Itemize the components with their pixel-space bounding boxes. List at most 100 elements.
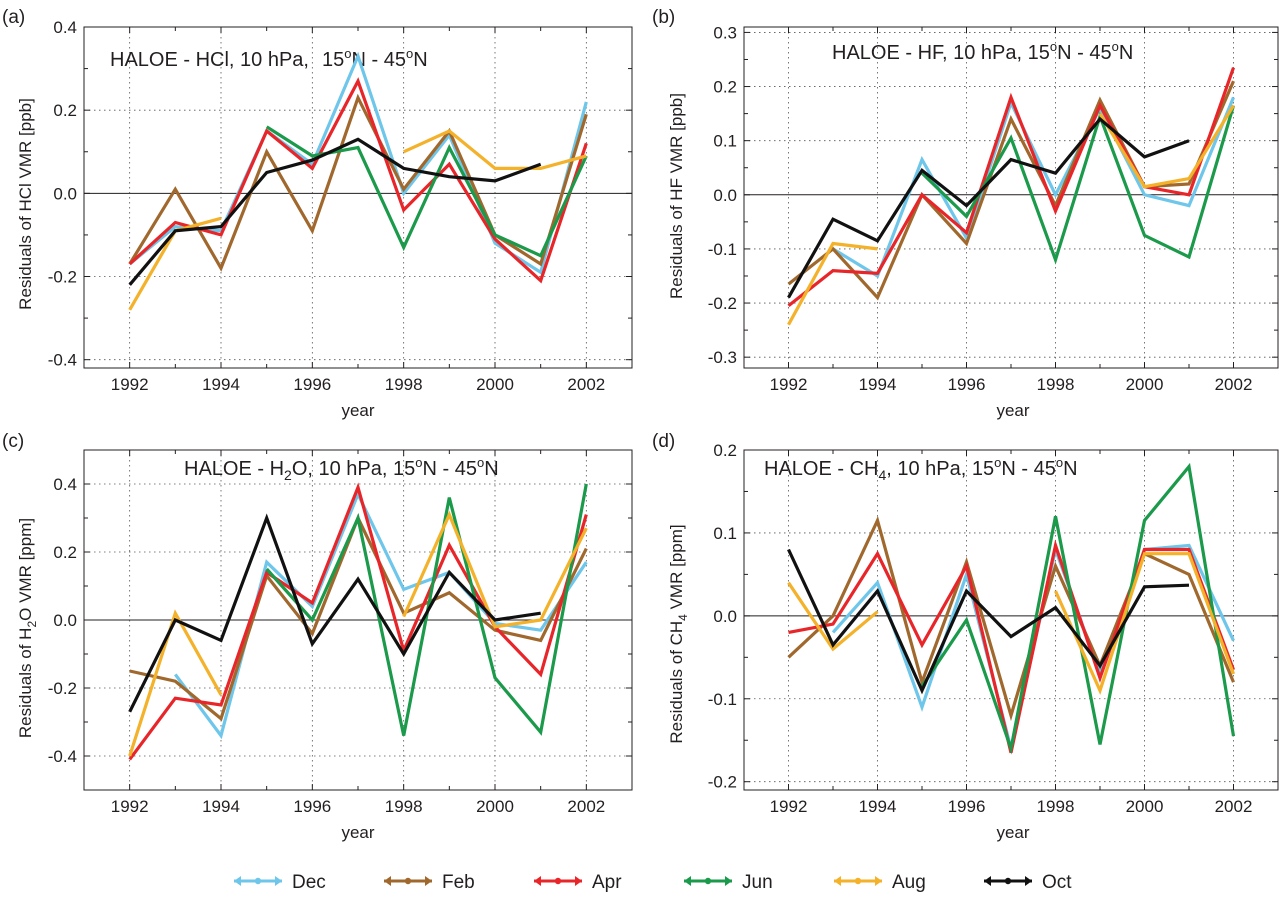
x-axis-label: year — [341, 823, 374, 842]
series-line-dec — [832, 96, 1235, 279]
grid — [744, 449, 1278, 790]
legend-arrow-right — [575, 876, 582, 886]
legend-arrow-left — [234, 876, 241, 886]
y-tick-label: 0.3 — [713, 23, 737, 42]
y-tick-label: 0.0 — [53, 184, 77, 203]
y-tick-label: -0.2 — [708, 773, 737, 792]
series-line-aug — [128, 609, 223, 757]
y-tick-label: 0.4 — [53, 475, 77, 494]
legend-marker — [704, 877, 712, 885]
y-tick-label: 0.0 — [713, 607, 737, 626]
y-tick-label: -0.2 — [708, 294, 737, 313]
y-tick-label: -0.4 — [48, 351, 77, 370]
series-line-feb — [128, 93, 588, 272]
x-axis-label: year — [341, 401, 374, 420]
series-line-dec — [128, 51, 588, 275]
series-line-jun — [265, 483, 588, 736]
x-axis-label: year — [996, 401, 1029, 420]
series-line-oct — [128, 137, 542, 286]
legend-item-oct: Oct — [984, 872, 1072, 893]
x-tick-label: 1994 — [859, 375, 897, 394]
plot-frame — [743, 26, 1279, 369]
legend-item-aug: Aug — [834, 872, 926, 893]
legend-label: Apr — [592, 872, 622, 893]
x-tick-label: 1996 — [293, 797, 331, 816]
y-tick-label: -0.4 — [48, 747, 77, 766]
x-tick-label: 2000 — [476, 797, 514, 816]
y-axis-label: Residuals of HCl VMR [ppb] — [16, 98, 35, 310]
x-tick-label: 1994 — [202, 375, 240, 394]
y-tick-label: -0.2 — [48, 268, 77, 287]
x-tick-label: 1996 — [948, 797, 986, 816]
ticks — [83, 26, 633, 368]
legend-label: Oct — [1042, 872, 1072, 893]
x-tick-label: 1996 — [293, 375, 331, 394]
x-tick-label: 1994 — [859, 797, 897, 816]
title-text: HALOE - HF, 10 hPa, 15oN - 45oN — [832, 39, 1133, 64]
series-lines — [787, 462, 1236, 755]
series-line-apr — [128, 482, 588, 761]
legend-marker — [254, 877, 262, 885]
series-line-jun — [265, 125, 588, 258]
series-line-apr — [788, 539, 1236, 754]
y-tick-label: 0.0 — [53, 611, 77, 630]
panel-letter: (b) — [652, 7, 675, 28]
series-lines — [787, 67, 1236, 326]
legend-item-dec: Dec — [234, 872, 326, 893]
x-tick-label: 1998 — [385, 797, 423, 816]
series-line-aug — [1098, 104, 1235, 189]
legend-label: Jun — [742, 872, 773, 893]
legend-marker — [1004, 877, 1012, 885]
y-tick-label: -0.3 — [708, 348, 737, 367]
plot-frame — [743, 449, 1279, 791]
legend-item-feb: Feb — [384, 872, 475, 893]
y-tick-label: -0.1 — [708, 690, 737, 709]
panel-c: (c) Residuals of H2O VMR [ppm] year HALO… — [2, 431, 633, 842]
legend-marker — [554, 877, 562, 885]
x-tick-label: 1998 — [385, 375, 423, 394]
panel-title: HALOE - HF, 10 hPa, 15oN - 45oN — [832, 39, 1133, 64]
x-tick-label: 2002 — [1215, 797, 1253, 816]
x-tick-label: 2002 — [1215, 375, 1253, 394]
x-tick-label: 2002 — [567, 797, 605, 816]
series-line-aug — [787, 241, 878, 326]
y-tick-label: -0.2 — [48, 679, 77, 698]
series-line-oct — [787, 116, 1190, 299]
y-tick-label: 0.1 — [713, 524, 737, 543]
y-tick-label: 0.2 — [53, 101, 77, 120]
series-line-aug — [402, 510, 588, 629]
ticks — [743, 449, 1279, 790]
x-tick-label: 1992 — [770, 797, 808, 816]
y-tick-label: 0.4 — [53, 18, 77, 37]
y-axis-label: Residuals of H2O VMR [ppm] — [16, 518, 39, 738]
series-line-feb — [787, 515, 1235, 722]
x-tick-label: 2000 — [1126, 797, 1164, 816]
legend-marker — [404, 877, 412, 885]
legend-arrow-left — [834, 876, 841, 886]
x-tick-label: 1996 — [948, 375, 986, 394]
legend-marker — [854, 877, 862, 885]
panel-letter: (a) — [2, 7, 25, 28]
x-tick-label: 1992 — [111, 375, 149, 394]
x-tick-label: 1992 — [111, 797, 149, 816]
panel-b: (b) Residuals of HF VMR [ppb] year HALOE… — [652, 7, 1279, 420]
legend-arrow-right — [725, 876, 732, 886]
y-tick-label: 0.2 — [53, 543, 77, 562]
legend-item-apr: Apr — [534, 872, 622, 893]
series-line-apr — [128, 77, 588, 284]
x-tick-label: 2000 — [476, 375, 514, 394]
grid — [744, 27, 1278, 368]
panel-d: (d) Residuals of CH4 VMR [ppm] year HALO… — [652, 431, 1279, 842]
title-text: HALOE - H2O, 10 hPa, 15oN - 45oN — [184, 455, 499, 483]
series-line-oct — [787, 548, 1190, 695]
legend-item-jun: Jun — [684, 872, 773, 893]
y-tick-label: 0.2 — [713, 78, 737, 97]
x-tick-label: 1998 — [1037, 375, 1075, 394]
panel-title: HALOE - HCl, 10 hPa, 15oN - 45oN — [110, 46, 428, 71]
x-tick-label: 1998 — [1037, 797, 1075, 816]
y-axis-label: Residuals of CH4 VMR [ppm] — [667, 524, 690, 743]
panel-title: HALOE - CH4, 10 hPa, 15oN - 45oN — [764, 455, 1078, 483]
legend-arrow-right — [875, 876, 882, 886]
legend-arrow-right — [425, 876, 432, 886]
legend-arrow-left — [684, 876, 691, 886]
